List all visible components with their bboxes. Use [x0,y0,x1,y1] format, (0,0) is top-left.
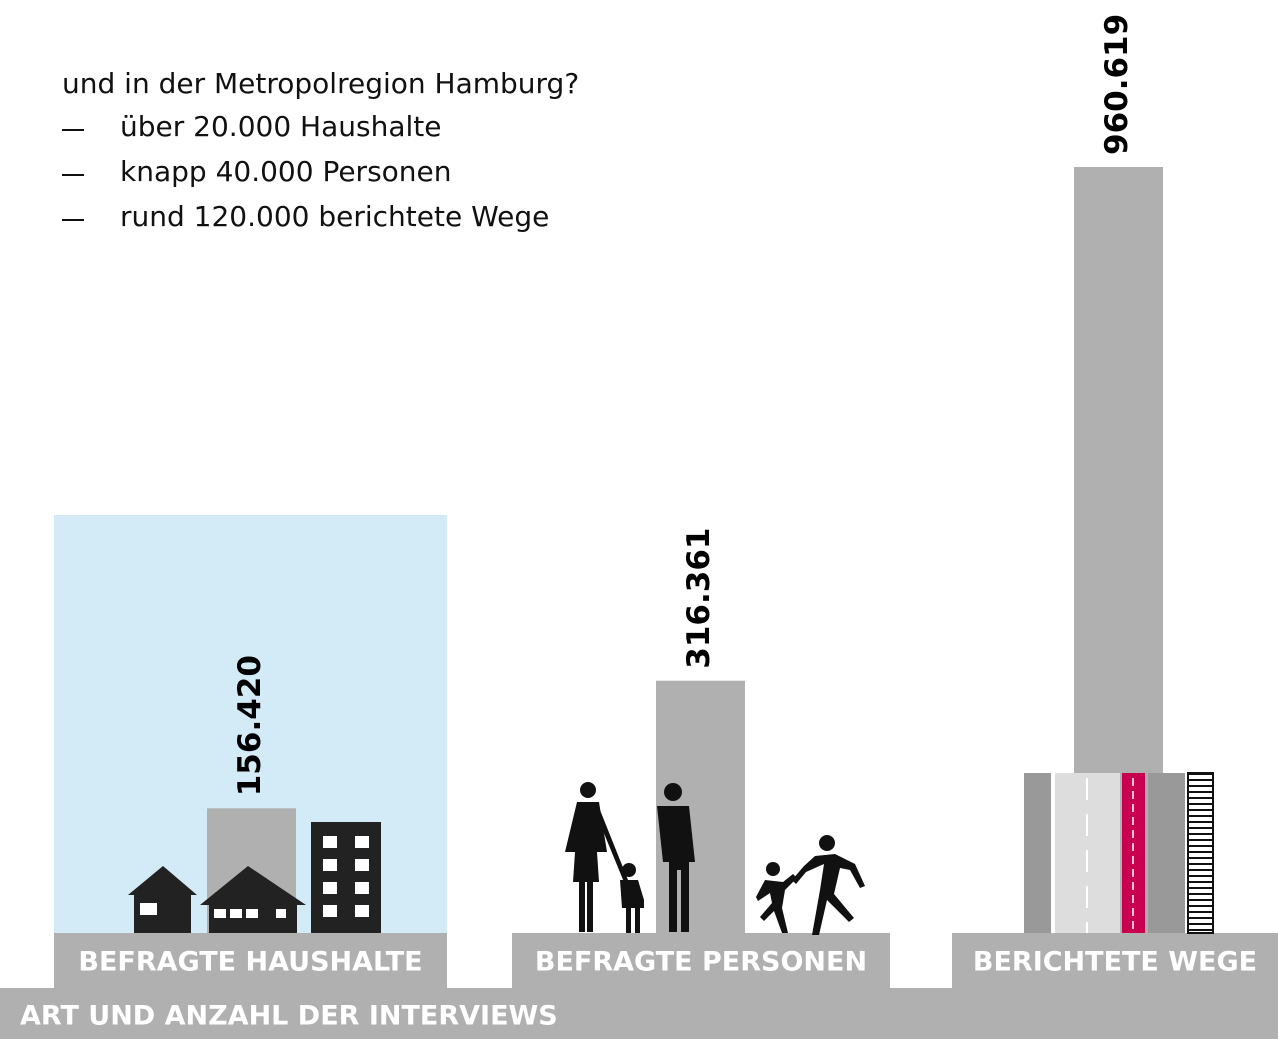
bullet: rund 120.000 berichtete Wege [120,200,549,233]
bullet-dashes [62,129,84,221]
category-label: BERICHTETE WEGE [973,947,1257,978]
pedestal [54,933,447,988]
road-icon [1024,772,1214,934]
intro-text: und in der Metropolregion Hamburg? [62,67,579,100]
footer-band [0,988,1278,1039]
pedestals [54,933,1278,988]
houses-icon [128,822,381,933]
bullet: über 20.000 Haushalte [120,110,441,143]
footer-title: ART UND ANZAHL DER INTERVIEWS [20,1001,558,1032]
pedestal [512,933,890,988]
pedestal [952,933,1278,988]
category-label: BEFRAGTE PERSONEN [535,947,867,978]
value-label: 156.420 [232,655,268,796]
value-label: 316.361 [681,528,717,669]
value-label: 960.619 [1099,14,1135,155]
bullet: knapp 40.000 Personen [120,155,452,188]
people-icon [565,782,865,935]
category-label: BEFRAGTE HAUSHALTE [78,947,422,978]
